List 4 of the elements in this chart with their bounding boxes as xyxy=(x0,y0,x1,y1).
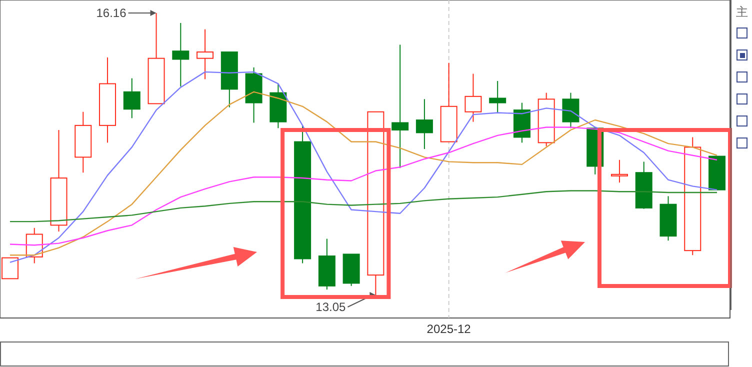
text: 13.05 xyxy=(316,300,346,314)
legend-title: 主 xyxy=(736,5,748,19)
annotation: 16.16 xyxy=(96,6,127,20)
x-tick-label: 2025-12 xyxy=(426,322,472,336)
